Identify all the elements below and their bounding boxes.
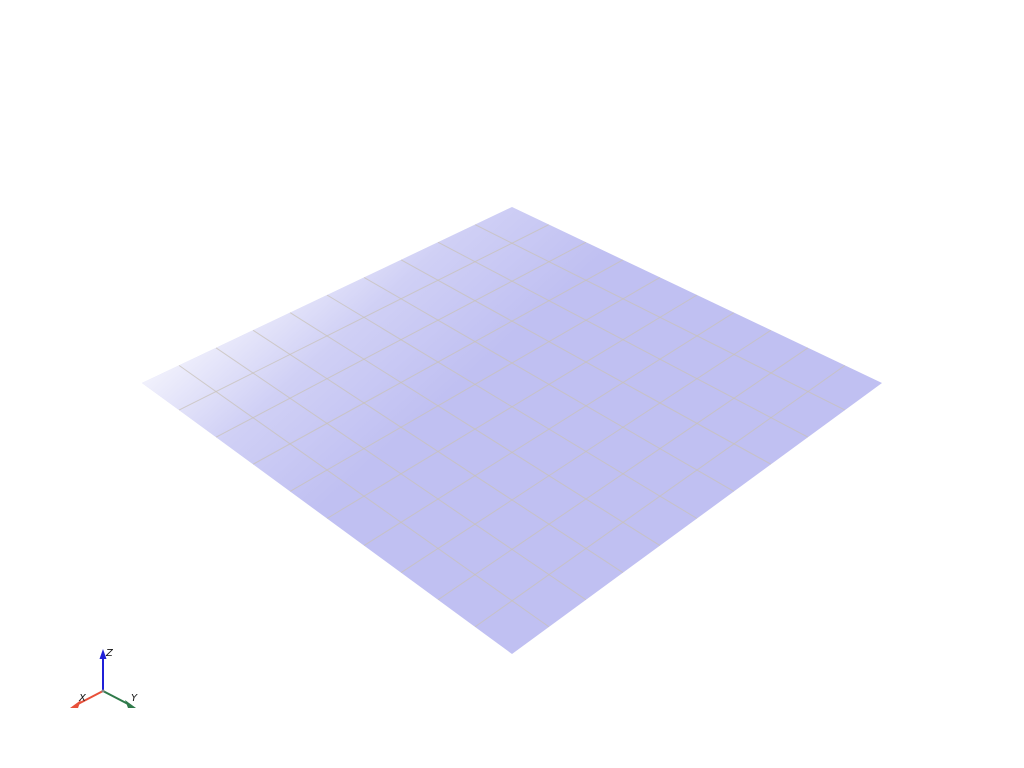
z-axis-label: Z bbox=[105, 648, 114, 659]
grid-line bbox=[215, 347, 587, 601]
plane-shading bbox=[142, 207, 882, 654]
grid-line bbox=[474, 364, 846, 628]
x-axis-label: X bbox=[78, 693, 87, 704]
grid-line bbox=[289, 312, 661, 547]
ground-plane[interactable] bbox=[142, 207, 882, 654]
axes-origin bbox=[101, 689, 105, 693]
grid-line bbox=[252, 329, 624, 574]
orientation-axes-widget: Z X Y bbox=[70, 648, 138, 708]
y-axis-label: Y bbox=[131, 693, 138, 704]
z-axis-arrow-icon bbox=[99, 649, 107, 659]
y-axis: Y bbox=[102, 690, 138, 708]
grid-line bbox=[437, 347, 809, 601]
plane-grid bbox=[178, 224, 846, 628]
grid-line bbox=[363, 312, 735, 547]
grid-line bbox=[178, 364, 550, 628]
z-axis: Z bbox=[99, 648, 114, 691]
x-axis: X bbox=[70, 690, 104, 708]
grid-line bbox=[400, 329, 772, 574]
x-axis-arrow-icon bbox=[70, 700, 81, 708]
grid-line bbox=[326, 294, 698, 519]
y-axis-arrow-icon bbox=[125, 700, 136, 708]
